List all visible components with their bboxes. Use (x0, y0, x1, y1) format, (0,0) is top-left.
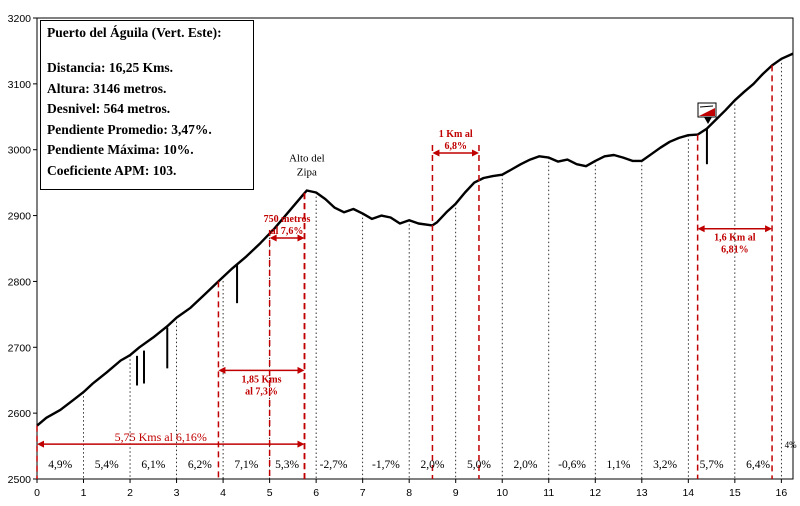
span-label: 6,8% (444, 141, 467, 152)
y-tick-label: 2800 (8, 276, 32, 288)
segment-gradient-label: -1,7% (372, 459, 400, 471)
span-label: 1,6 Km al (714, 233, 756, 244)
segment-gradient-label: 1,1% (607, 459, 631, 471)
info-altitude: Altura: 3146 metros. (47, 80, 167, 96)
segment-gradient-label: 5,7% (700, 459, 724, 471)
x-tick-label: 9 (453, 487, 459, 499)
segment-gradient-label: 6,2% (188, 459, 212, 471)
x-tick-label: 0 (34, 487, 40, 499)
y-tick-label: 3100 (8, 79, 32, 91)
span-arrow-head-left (37, 440, 44, 448)
y-tick-label: 2900 (8, 211, 32, 223)
span-arrow-head-right (297, 440, 305, 448)
x-tick-label: 6 (313, 487, 319, 499)
span-label: 5,75 Kms al 6,16% (115, 430, 207, 444)
x-tick-label: 13 (636, 487, 648, 499)
span-label: 1,85 Kms (241, 374, 281, 385)
x-tick-label: 5 (267, 487, 273, 499)
segment-gradient-label: 5,4% (95, 459, 119, 471)
span-arrow-head-left (269, 234, 277, 242)
span-arrow-head-right (297, 366, 305, 374)
y-tick-label: 2600 (8, 408, 32, 420)
info-title: Puerto del Águila (Vert. Este): (47, 25, 222, 40)
y-tick-label: 3000 (8, 145, 32, 157)
span-arrow-head-left (697, 225, 705, 233)
segment-gradient-label: 4% (785, 440, 798, 450)
elevation-profile-line (36, 52, 794, 427)
span-arrow-head-left (218, 366, 226, 374)
segment-gradient-label: -2,7% (320, 459, 348, 471)
info-elevation-gain: Desnivel: 564 metros. (47, 101, 171, 117)
segment-gradient-label: 5,0% (467, 459, 491, 471)
span-label: al 7,6% (271, 226, 304, 237)
segment-gradient-label: 3,2% (653, 459, 677, 471)
info-average-gradient: Pendiente Promedio: 3,47%. (47, 121, 212, 137)
segment-gradient-label: 4,9% (48, 459, 72, 471)
summit-name-label: Zipa (297, 167, 317, 179)
segment-gradient-label: 5,3% (275, 459, 299, 471)
segment-gradient-label: 7,1% (234, 459, 258, 471)
x-tick-label: 15 (729, 487, 741, 499)
x-tick-label: 3 (174, 487, 180, 499)
segment-gradient-label: 2,0% (420, 459, 444, 471)
info-box: Puerto del Águila (Vert. Este): Distanci… (40, 20, 254, 190)
segment-gradient-label: 6,4% (746, 459, 770, 471)
x-tick-label: 10 (496, 487, 508, 499)
x-tick-label: 2 (127, 487, 133, 499)
x-tick-label: 11 (543, 487, 554, 499)
x-tick-label: 4 (220, 487, 226, 499)
info-max-gradient: Pendiente Máxima: 10%. (47, 142, 194, 158)
segment-labels: 4,9% 5,4% 6,1% 6,2% 7,1% 5,3% -2,7% -1,7% 2,0% 5,… (48, 153, 797, 471)
summit-name-label: Alto del (289, 153, 325, 165)
segment-gradient-label: 6,1% (141, 459, 165, 471)
x-tick-label: 1 (81, 487, 87, 499)
x-tick-label: 12 (589, 487, 601, 499)
y-tick-label: 3200 (8, 13, 32, 25)
profile-line-group (36, 52, 794, 427)
grid-lines (83, 58, 782, 479)
span-arrow-head-right (471, 149, 479, 157)
span-label: 1 Km al (439, 129, 473, 140)
info-distance: Distancia: 16,25 Kms. (47, 60, 173, 75)
vertical-marks (136, 128, 708, 386)
span-arrow-head-right (297, 234, 305, 242)
x-tick-label: 14 (682, 487, 694, 499)
segment-gradient-label: 2,0% (514, 459, 538, 471)
info-apm-coefficient: Coeficiente APM: 103. (47, 162, 177, 178)
x-tick-label: 16 (776, 487, 788, 499)
span-arrow-head-left (432, 149, 440, 157)
span-label: al 7,3% (245, 386, 278, 397)
summit-sign-icon (697, 102, 717, 124)
span-label: 750 metros (264, 214, 311, 225)
y-tick-label: 2500 (8, 474, 32, 486)
x-tick-label: 8 (406, 487, 412, 499)
plot-frame (36, 17, 794, 480)
y-tick-label: 2700 (8, 342, 32, 354)
x-tick-label: 7 (360, 487, 366, 499)
segment-gradient-label: -0,6% (558, 459, 586, 471)
span-arrow-head-right (765, 225, 773, 233)
span-label: 6,81% (721, 245, 749, 256)
